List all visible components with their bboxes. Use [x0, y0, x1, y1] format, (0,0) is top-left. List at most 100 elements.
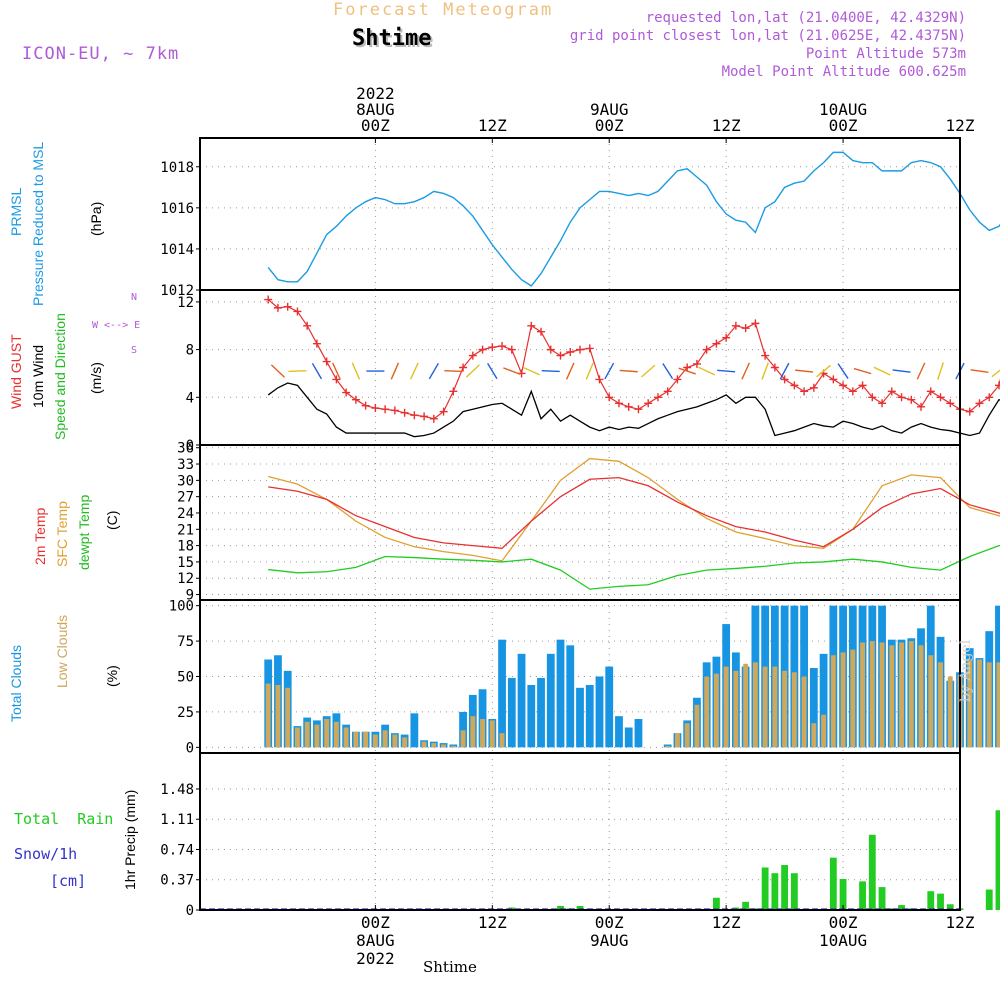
- pressure-line: [267, 151, 1000, 287]
- total-cloud-bar: [634, 719, 643, 748]
- gust-marker: [283, 302, 292, 311]
- low-cloud-bar: [324, 719, 330, 748]
- bottom-time-label: 00Z: [361, 913, 390, 932]
- low-cloud-bar: [977, 659, 982, 748]
- rain-bar: [878, 887, 886, 910]
- pressure-label-2: Pressure Reduced to MSL: [30, 141, 46, 306]
- pressure-tick-label: 1016: [160, 201, 194, 217]
- low-cloud-bar: [811, 723, 817, 748]
- direction-arrow: [270, 364, 285, 378]
- low-cloud-bar: [830, 655, 836, 748]
- gridpoint-coords: grid point closest lon,lat (21.0625E, 42…: [569, 28, 966, 44]
- temp-tick-label: 30: [177, 473, 194, 489]
- temp-tick-label: 24: [177, 506, 194, 522]
- gust-marker: [946, 399, 955, 408]
- direction-arrow: [779, 362, 790, 380]
- low-cloud-bar: [850, 649, 856, 748]
- bottom-time-label: 9AUG: [590, 931, 629, 950]
- gust-marker: [429, 414, 438, 423]
- gust-marker: [556, 351, 565, 360]
- gust-marker: [712, 339, 721, 348]
- requested-coords: requested lon,lat (21.0400E, 42.4329N): [645, 10, 966, 26]
- direction-arrow: [717, 369, 736, 373]
- direction-arrow: [916, 362, 926, 380]
- gust-marker: [751, 319, 760, 328]
- temp-tick-label: 33: [177, 457, 194, 473]
- temp-tick-label: 18: [177, 539, 194, 555]
- total-cloud-bar: [546, 653, 555, 748]
- direction-arrow: [288, 369, 307, 373]
- top-time-label: 12Z: [712, 116, 741, 135]
- cloud-tick-label: 75: [177, 634, 194, 650]
- rain-bar: [898, 905, 905, 910]
- direction-arrow: [311, 362, 323, 380]
- gust-marker: [332, 375, 341, 384]
- gust-marker: [761, 351, 770, 360]
- dewpt-line: [268, 544, 1000, 590]
- low-cloud-bar: [762, 666, 768, 748]
- gust-marker: [839, 381, 848, 390]
- top-time-label: 2022: [356, 84, 395, 103]
- low-cloud-bar: [772, 666, 778, 748]
- pressure-label-1: PRMSL: [8, 187, 24, 236]
- direction-arrow: [585, 362, 594, 380]
- gust-marker: [381, 405, 390, 414]
- low-cloud-bar: [733, 670, 739, 748]
- low-cloud-bar: [752, 662, 758, 748]
- gust-marker: [371, 404, 380, 413]
- cloud-tick-label: 100: [169, 599, 194, 615]
- low-cloud-bar: [295, 727, 300, 748]
- gust-marker: [342, 388, 351, 397]
- low-cloud-bar: [889, 645, 895, 748]
- precip-tick-label: 1.48: [160, 782, 194, 798]
- low-cloud-bar: [431, 743, 437, 748]
- gust-marker: [624, 402, 633, 411]
- total-cloud-bar: [478, 689, 487, 748]
- low-cloud-bar: [986, 662, 992, 748]
- direction-arrow: [991, 369, 1000, 378]
- direction-arrow: [604, 362, 615, 380]
- rain-bar: [829, 857, 837, 910]
- direction-arrow: [541, 370, 560, 373]
- low-cloud-bar: [801, 676, 807, 748]
- point-altitude: Point Altitude 573m: [805, 46, 966, 62]
- direction-arrow: [761, 362, 769, 380]
- low-cloud-bar: [460, 730, 466, 748]
- low-cloud-bar: [996, 662, 1000, 748]
- gust-marker: [478, 345, 487, 354]
- rain-bar: [713, 897, 720, 910]
- rain-bar: [761, 867, 769, 910]
- direction-arrow: [428, 362, 439, 380]
- gust-marker: [420, 412, 429, 421]
- gust-marker: [634, 405, 643, 414]
- wind-unit: (m/s): [88, 362, 104, 394]
- low-cloud-bar: [470, 716, 476, 748]
- low-cloud-bar: [665, 745, 671, 748]
- location-name: Shtime: [352, 26, 432, 51]
- gust-marker: [459, 363, 468, 372]
- direction-arrow: [853, 367, 872, 375]
- chart-title: Forecast Meteogram: [333, 0, 554, 20]
- direction-arrow: [332, 362, 341, 380]
- rain-bar: [868, 834, 876, 910]
- gust-marker: [546, 345, 555, 354]
- total-cloud-bar: [809, 668, 818, 748]
- gust-marker: [683, 363, 692, 372]
- low-cloud-bar: [704, 676, 710, 748]
- direction-arrow: [565, 362, 575, 380]
- gust-marker: [994, 381, 1000, 390]
- precip-tick-label: 0.74: [160, 842, 194, 858]
- direction-arrow: [678, 367, 696, 375]
- total-cloud-bar: [819, 653, 828, 748]
- total-cloud-bar: [449, 744, 458, 748]
- temp-tick-label: 12: [177, 571, 194, 587]
- low-cloud-bar: [908, 641, 914, 748]
- low-cloud-bar: [304, 721, 310, 748]
- low-cloud-bar: [402, 737, 408, 748]
- direction-arrow: [465, 364, 480, 378]
- low-cloud-bar: [860, 642, 865, 748]
- total-cloud-bar: [615, 716, 623, 748]
- bottom-time-label: 10AUG: [819, 931, 867, 950]
- sfc-label: SFC Temp: [54, 501, 70, 567]
- gust-marker: [303, 321, 312, 330]
